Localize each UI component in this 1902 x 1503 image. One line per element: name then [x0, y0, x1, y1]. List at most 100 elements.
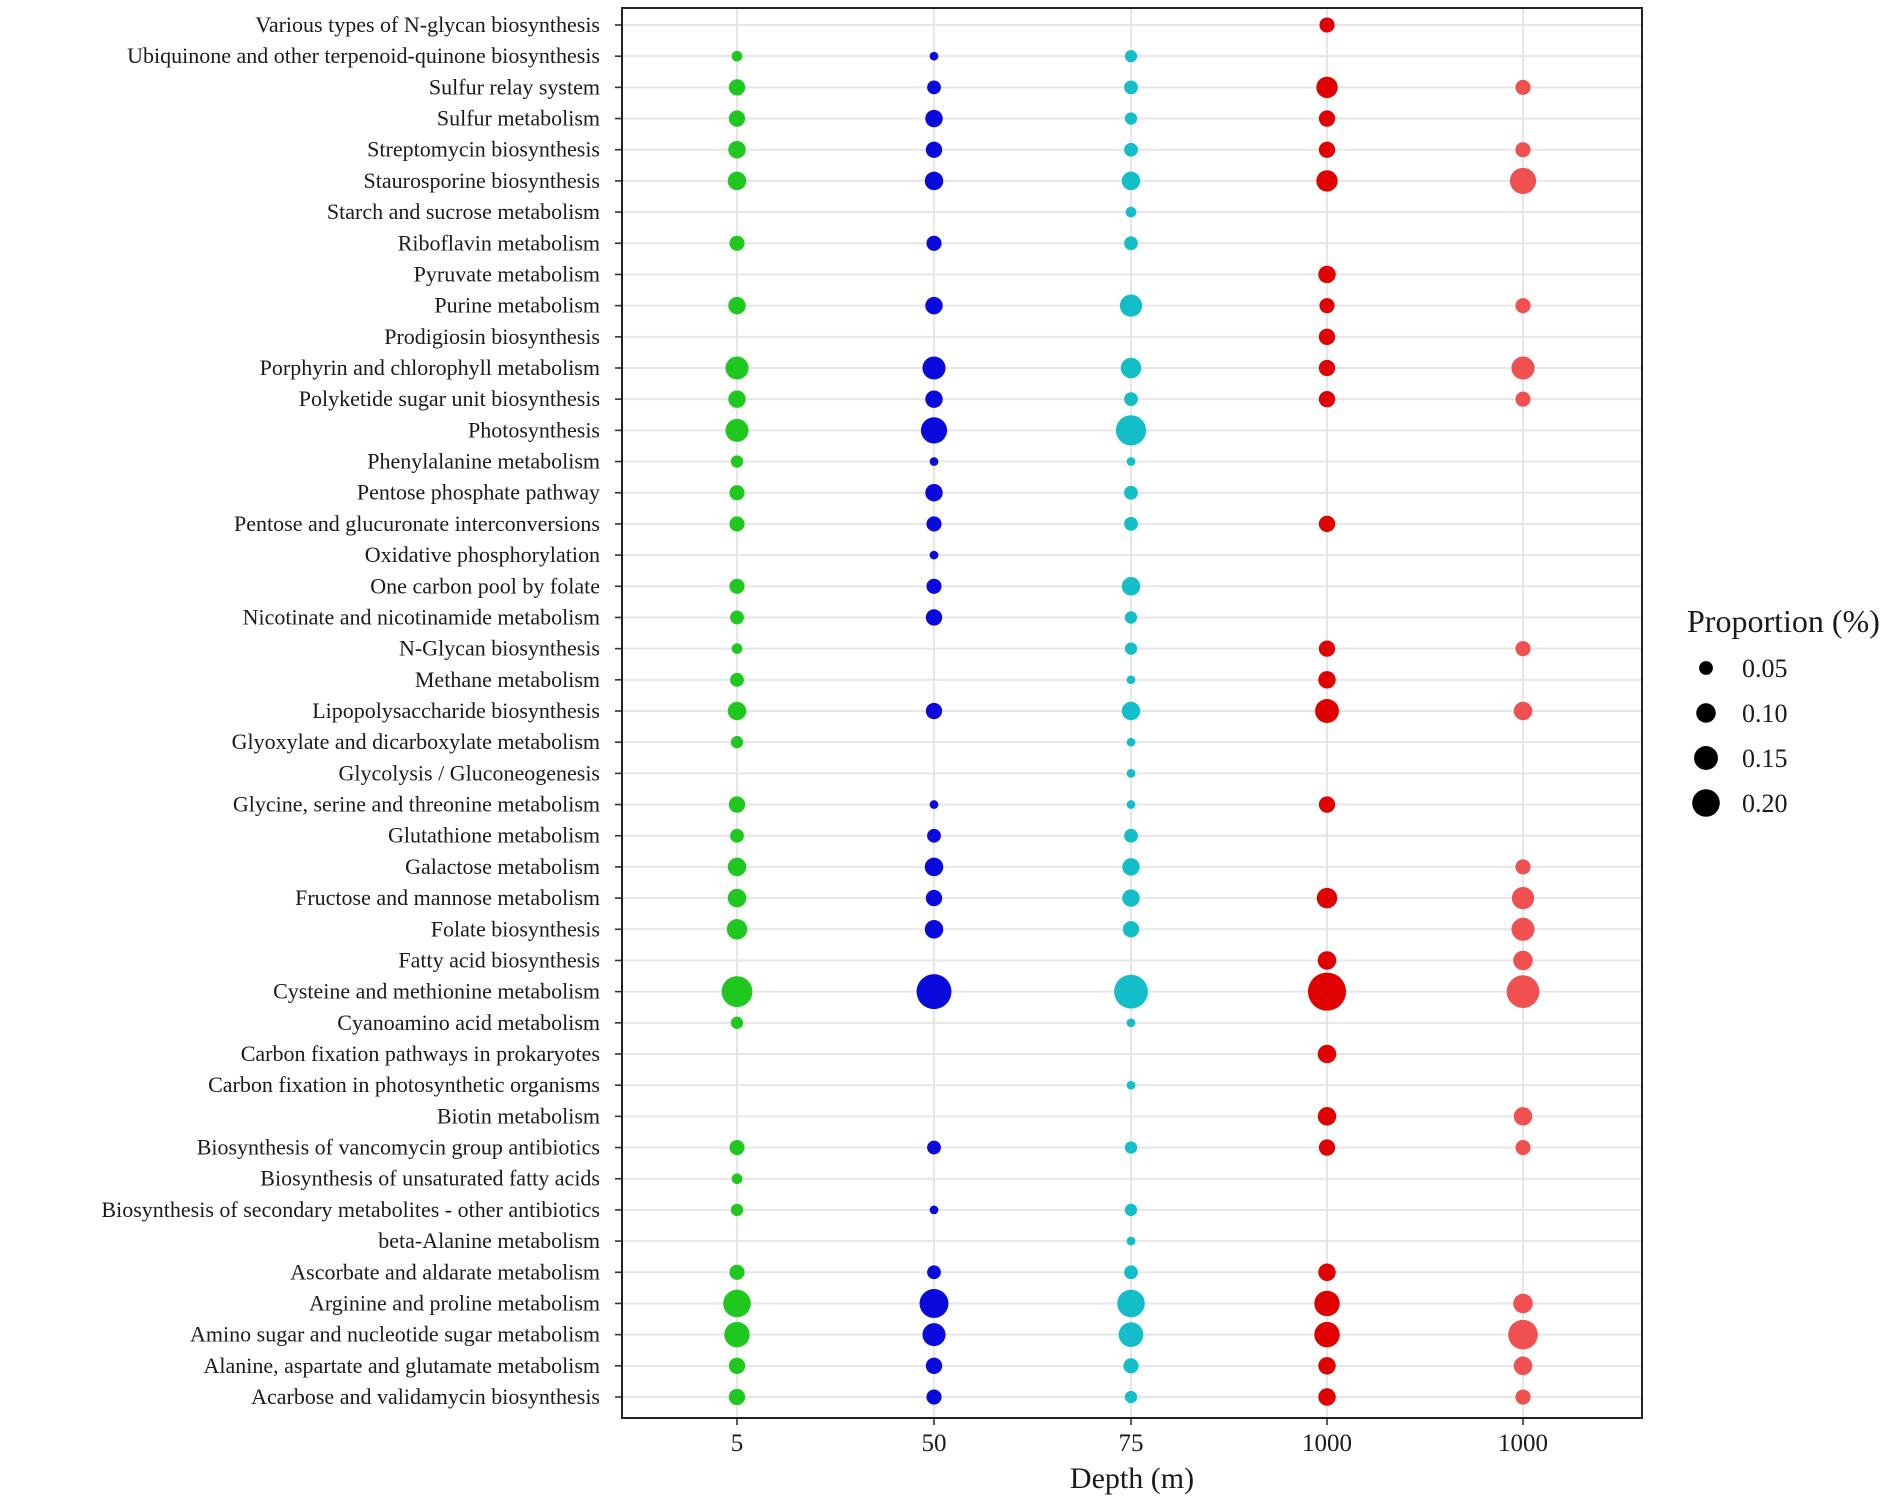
data-point — [730, 736, 744, 749]
data-points — [721, 17, 1540, 1406]
y-tick-label: Pentose and glucuronate interconversions — [234, 511, 600, 536]
data-point — [927, 1265, 941, 1280]
data-point — [927, 80, 941, 95]
y-tick-label: Polyketide sugar unit biosynthesis — [299, 386, 600, 411]
y-tick-label: Biosynthesis of unsaturated fatty acids — [260, 1166, 600, 1191]
legend-label: 0.15 — [1742, 744, 1788, 773]
y-tick-label: Carbon fixation pathways in prokaryotes — [241, 1041, 600, 1066]
data-point — [1315, 699, 1339, 723]
x-tick-label: 75 — [1119, 1430, 1144, 1457]
y-tick-label: Galactose metabolism — [405, 854, 600, 879]
data-point — [1121, 701, 1141, 721]
data-point — [925, 702, 943, 720]
data-point — [1317, 1107, 1337, 1126]
y-tick-label: beta-Alanine metabolism — [378, 1228, 600, 1253]
data-point — [727, 701, 747, 721]
data-point — [1318, 391, 1336, 408]
data-point — [1124, 50, 1138, 63]
y-tick-label: Pyruvate metabolism — [414, 261, 600, 286]
data-point — [920, 417, 948, 444]
data-point — [729, 235, 745, 251]
data-point — [730, 828, 744, 843]
data-point — [1126, 1080, 1136, 1090]
data-point — [731, 1173, 743, 1185]
data-point — [1318, 1357, 1336, 1375]
y-tick-label: Biosynthesis of vancomycin group antibio… — [197, 1135, 600, 1160]
data-point — [1515, 1389, 1531, 1405]
data-point — [1515, 641, 1531, 657]
data-point — [727, 857, 747, 877]
data-point — [1124, 517, 1138, 531]
data-point — [1513, 1293, 1533, 1314]
data-point — [1124, 1265, 1138, 1280]
data-point — [729, 516, 745, 532]
data-point — [924, 920, 944, 939]
data-point — [727, 888, 747, 908]
data-point — [727, 171, 747, 191]
data-point — [1515, 142, 1531, 158]
data-point — [1318, 328, 1336, 345]
data-point — [1123, 1358, 1139, 1374]
data-point — [1124, 485, 1138, 500]
data-point — [1515, 298, 1531, 314]
legend-title: Proportion (%) — [1687, 603, 1880, 639]
data-point — [731, 50, 743, 62]
data-point — [1124, 1203, 1138, 1217]
data-point — [926, 578, 942, 594]
data-point — [728, 390, 746, 408]
data-point — [1319, 298, 1335, 314]
data-point — [925, 141, 943, 158]
data-point — [1126, 768, 1136, 778]
data-point — [1318, 796, 1336, 813]
data-point — [1318, 265, 1336, 284]
data-point — [1318, 515, 1336, 533]
data-point — [1119, 294, 1143, 317]
data-point — [1124, 611, 1138, 624]
legend-key — [1699, 661, 1713, 675]
y-tick-label: Phenylalanine metabolism — [367, 449, 600, 474]
data-point — [1318, 1388, 1336, 1406]
y-tick-label: Streptomycin biosynthesis — [367, 137, 600, 162]
data-point — [1511, 356, 1535, 380]
data-point — [929, 1205, 939, 1215]
data-point — [728, 140, 746, 159]
y-tick-label: Riboflavin metabolism — [398, 230, 600, 255]
data-point — [1124, 236, 1138, 251]
data-point — [926, 235, 942, 251]
y-tick-label: Oxidative phosphorylation — [365, 542, 600, 567]
data-point — [1314, 1290, 1340, 1317]
data-point — [929, 457, 939, 466]
data-point — [1114, 974, 1148, 1009]
y-tick-label: Fatty acid biosynthesis — [398, 947, 600, 972]
data-point — [726, 919, 748, 940]
data-point — [1124, 828, 1138, 843]
y-tick-label: Folate biosynthesis — [431, 916, 600, 941]
data-point — [925, 483, 943, 502]
data-point — [926, 516, 942, 532]
data-point — [1513, 950, 1533, 971]
data-point — [721, 976, 753, 1008]
y-tick-label: Lipopolysaccharide biosynthesis — [312, 698, 600, 723]
y-tick-label: Biotin metabolism — [437, 1103, 600, 1128]
data-point — [730, 455, 744, 468]
data-point — [929, 51, 939, 61]
data-point — [925, 296, 943, 315]
data-point — [1513, 701, 1533, 721]
data-point — [1316, 887, 1338, 909]
size-legend: Proportion (%) 0.05 0.10 0.15 0.20 — [1687, 603, 1880, 818]
data-point — [922, 356, 946, 380]
data-point — [924, 171, 944, 191]
y-tick-label: Amino sugar and nucleotide sugar metabol… — [190, 1322, 600, 1347]
data-point — [1515, 1139, 1531, 1156]
data-point — [728, 79, 746, 96]
x-axis: 5 50 75 1000 1000 — [731, 1418, 1548, 1457]
data-point — [1318, 359, 1336, 377]
y-tick-label: Starch and sucrose metabolism — [327, 199, 600, 224]
y-tick-label: Ascorbate and aldarate metabolism — [290, 1259, 600, 1284]
data-point — [728, 796, 746, 813]
data-point — [728, 1357, 746, 1374]
data-point — [725, 418, 749, 442]
y-tick-label: Photosynthesis — [468, 417, 600, 442]
legend-label: 0.05 — [1742, 654, 1788, 683]
